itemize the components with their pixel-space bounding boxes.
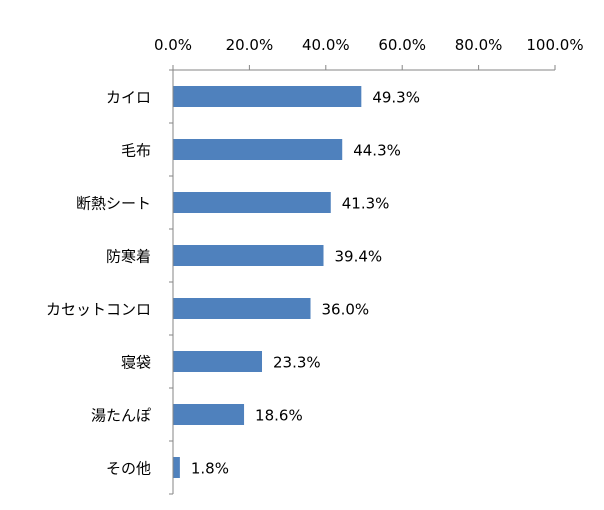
x-tick-label: 0.0% <box>154 36 192 54</box>
category-label: 毛布 <box>121 142 151 160</box>
bars <box>173 86 362 478</box>
x-tick-label: 100.0% <box>526 36 583 54</box>
data-labels: 49.3% 44.3% 41.3% 39.4% 36.0% 23.3% 18.6% 1.8% <box>191 89 420 478</box>
category-label: 寝袋 <box>121 354 151 372</box>
y-axis <box>169 69 174 495</box>
bar <box>173 86 362 107</box>
bar <box>173 457 180 478</box>
data-label: 1.8% <box>191 460 229 478</box>
bar <box>173 139 343 160</box>
data-label: 49.3% <box>372 89 420 107</box>
data-label: 44.3% <box>353 142 401 160</box>
bar <box>173 404 245 425</box>
bar <box>173 192 331 213</box>
category-label: カイロ <box>106 89 151 107</box>
data-label: 23.3% <box>273 354 321 372</box>
x-tick-label: 20.0% <box>226 36 274 54</box>
category-label: 防寒着 <box>106 248 151 266</box>
x-tick-label: 60.0% <box>378 36 426 54</box>
data-label: 36.0% <box>322 301 370 319</box>
data-label: 18.6% <box>255 407 303 425</box>
data-label: 41.3% <box>342 195 390 213</box>
bar <box>173 351 263 372</box>
x-axis: 0.0% 20.0% 40.0% 60.0% 80.0% 100.0% <box>154 36 584 71</box>
x-tick-label: 80.0% <box>455 36 503 54</box>
category-label: カセットコンロ <box>46 301 151 319</box>
category-label: 湯たんぽ <box>91 407 151 425</box>
data-label: 39.4% <box>335 248 383 266</box>
bar <box>173 245 324 266</box>
bar <box>173 298 311 319</box>
category-label: 断熱シート <box>76 195 151 213</box>
category-label: その他 <box>106 460 151 478</box>
x-tick-label: 40.0% <box>302 36 350 54</box>
